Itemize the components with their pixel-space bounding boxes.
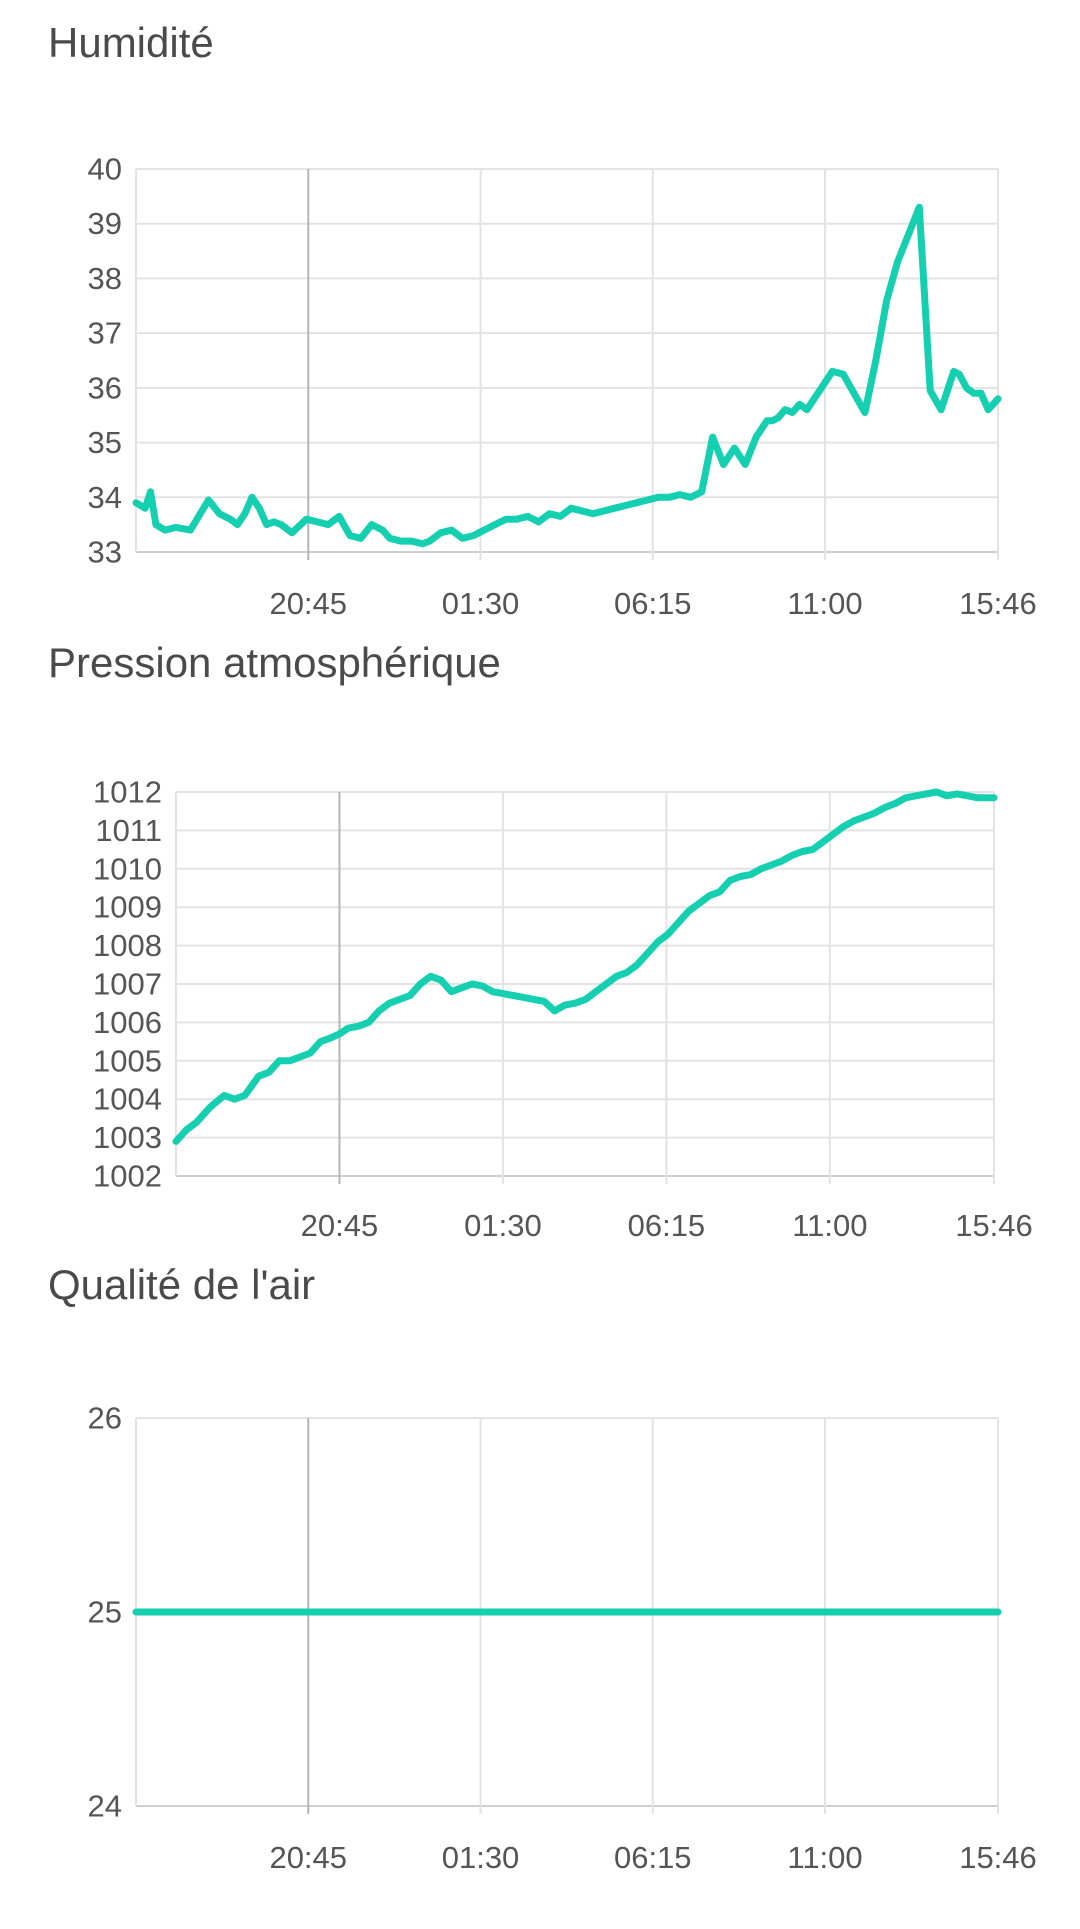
y-tick-label: 25 <box>88 1595 122 1630</box>
data-series-line <box>132 203 1002 548</box>
y-tick-label: 1008 <box>93 928 162 963</box>
y-tick-label: 1007 <box>93 967 162 1002</box>
y-tick-label: 1012 <box>93 775 162 810</box>
grid-group <box>135 168 999 560</box>
y-tick-label: 1006 <box>93 1005 162 1040</box>
x-tick-label: 15:46 <box>959 1840 1037 1875</box>
data-series-line <box>172 788 998 1145</box>
air-quality-chart-title: Qualité de l'air <box>48 1261 316 1308</box>
y-tick-label: 1005 <box>93 1043 162 1078</box>
humidity-chart: 33 34 35 36 37 38 39 40 20:45 01:30 06:15 11:00 15:4… <box>88 152 1037 621</box>
y-tick-label: 40 <box>88 152 122 187</box>
pressure-chart-title: Pression atmosphérique <box>48 639 501 686</box>
x-tick-label: 11:00 <box>787 1840 862 1875</box>
x-tick-label: 20:45 <box>269 1840 347 1875</box>
grid-group <box>175 791 995 1184</box>
humidity-chart-title: Humidité <box>48 19 214 66</box>
y-tick-label: 34 <box>88 480 122 515</box>
air-quality-chart-section: Qualité de l'air 24 25 26 20:45 01:30 06:15 11… <box>0 1242 1080 1929</box>
y-tick-label: 39 <box>88 206 122 241</box>
y-tick-label: 1010 <box>93 851 162 886</box>
x-tick-label: 15:46 <box>955 1208 1033 1242</box>
x-tick-label: 20:45 <box>269 586 347 620</box>
y-tick-label: 1003 <box>93 1120 162 1155</box>
grid-group <box>135 1417 999 1814</box>
x-tick-label: 06:15 <box>614 586 692 620</box>
x-tick-label: 01:30 <box>442 586 520 620</box>
x-tick-label: 11:00 <box>792 1208 867 1242</box>
y-tick-label: 24 <box>88 1789 122 1824</box>
x-tick-label: 06:15 <box>628 1208 706 1242</box>
air-quality-chart: 24 25 26 20:45 01:30 06:15 11:00 15:46 <box>88 1401 1037 1876</box>
x-tick-label: 01:30 <box>464 1208 542 1242</box>
y-tick-label: 1009 <box>93 890 162 925</box>
y-tick-label: 35 <box>88 425 122 460</box>
x-tick-label: 20:45 <box>301 1208 379 1242</box>
x-tick-label: 06:15 <box>614 1840 692 1875</box>
pressure-chart-section: Pression atmosphérique 1002 1003 1004 1005 1… <box>0 620 1080 1242</box>
y-tick-label: 38 <box>88 261 122 296</box>
y-tick-label: 26 <box>88 1401 122 1436</box>
y-tick-label: 37 <box>88 316 122 351</box>
y-tick-label: 1002 <box>93 1159 162 1194</box>
y-tick-label: 1004 <box>93 1082 162 1117</box>
y-tick-label: 1011 <box>95 813 162 848</box>
x-tick-label: 15:46 <box>959 586 1037 620</box>
y-tick-label: 33 <box>88 535 122 570</box>
humidity-chart-section: Humidité 33 34 35 36 37 38 39 40 20:45 01:30 06:15… <box>0 0 1080 620</box>
y-tick-label: 36 <box>88 370 122 405</box>
x-tick-label: 11:00 <box>787 586 862 620</box>
x-tick-label: 01:30 <box>442 1840 520 1875</box>
